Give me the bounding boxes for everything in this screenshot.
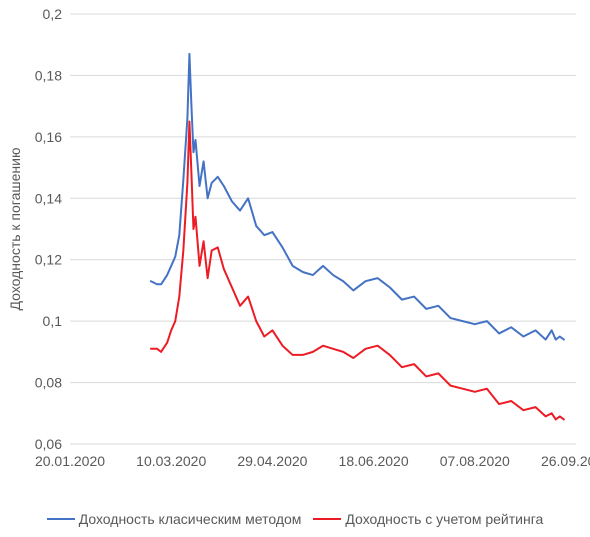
legend: Доходность класическим методом Доходность… (0, 507, 590, 527)
y-tick-label: 0,1 (43, 313, 63, 329)
y-tick-label: 0,16 (35, 129, 62, 145)
legend-swatch (47, 518, 75, 520)
y-tick-label: 0,12 (35, 252, 62, 268)
y-tick-label: 0,2 (43, 6, 63, 22)
line-chart: 0,06 0,08 0,1 0,12 0,14 0,16 0,18 0,2 Доходность… (0, 0, 590, 537)
x-tick-label: 10.03.2020 (136, 453, 206, 469)
y-tick-label: 0,14 (35, 190, 62, 206)
legend-label: Доходность с учетом рейтинга (345, 511, 543, 527)
x-tick-label: 18.06.2020 (339, 453, 409, 469)
y-tick-label: 0,06 (35, 436, 62, 452)
legend-swatch (313, 518, 341, 520)
x-tick-label: 26.09.2020 (541, 453, 590, 469)
y-tick-label: 0,08 (35, 375, 62, 391)
y-axis-label: Доходность к погашению (7, 148, 23, 311)
legend-item-1: Доходность с учетом рейтинга (313, 511, 543, 527)
x-tick-label: 29.04.2020 (237, 453, 307, 469)
x-tick-label: 20.01.2020 (35, 453, 105, 469)
legend-label: Доходность класическим методом (79, 511, 302, 527)
legend-item-0: Доходность класическим методом (47, 511, 302, 527)
x-tick-label: 07.08.2020 (440, 453, 510, 469)
y-tick-label: 0,18 (35, 67, 62, 83)
chart-container: 0,06 0,08 0,1 0,12 0,14 0,16 0,18 0,2 Доходность… (0, 0, 590, 537)
